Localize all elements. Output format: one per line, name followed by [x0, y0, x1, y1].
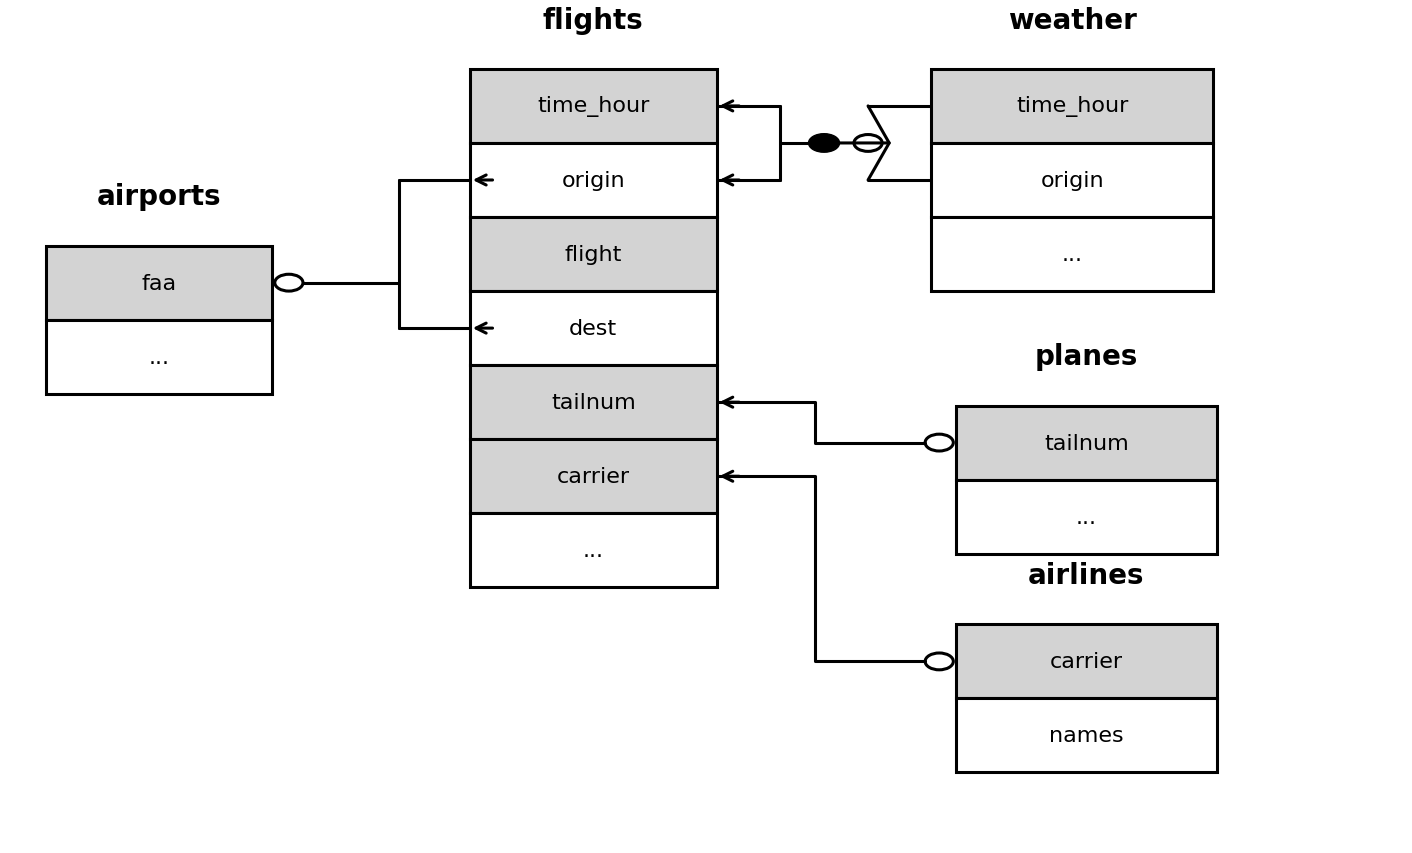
Text: names: names [1049, 726, 1124, 746]
Bar [47, 247, 273, 321]
Bar [470, 439, 716, 514]
Text: ...: ... [1076, 507, 1097, 527]
Bar [470, 292, 716, 366]
Circle shape [809, 135, 840, 153]
Text: origin: origin [562, 171, 626, 191]
Text: time_hour: time_hour [537, 96, 650, 117]
Bar [470, 144, 716, 218]
Text: airlines: airlines [1028, 561, 1145, 589]
Text: time_hour: time_hour [1017, 96, 1128, 117]
Bar [932, 218, 1213, 292]
Bar [932, 70, 1213, 144]
Text: ...: ... [148, 347, 169, 368]
Bar [470, 70, 716, 144]
Text: weather: weather [1008, 7, 1137, 34]
Text: tailnum: tailnum [551, 392, 635, 413]
Bar [932, 144, 1213, 218]
Text: airports: airports [97, 183, 222, 211]
Text: flights: flights [542, 7, 644, 34]
Text: ...: ... [583, 541, 604, 560]
Text: ...: ... [1062, 245, 1083, 264]
Bar [956, 480, 1217, 554]
Bar [470, 366, 716, 439]
Text: flight: flight [565, 245, 621, 264]
Text: dest: dest [569, 319, 617, 339]
Text: planes: planes [1035, 343, 1138, 371]
Bar [47, 321, 273, 394]
Bar [470, 218, 716, 292]
Text: carrier: carrier [556, 467, 630, 487]
Text: carrier: carrier [1051, 652, 1123, 671]
Bar [470, 514, 716, 588]
Text: origin: origin [1041, 171, 1104, 191]
Bar [956, 699, 1217, 773]
Bar [956, 624, 1217, 699]
Bar [956, 406, 1217, 480]
Text: tailnum: tailnum [1043, 433, 1128, 453]
Text: faa: faa [141, 273, 176, 293]
